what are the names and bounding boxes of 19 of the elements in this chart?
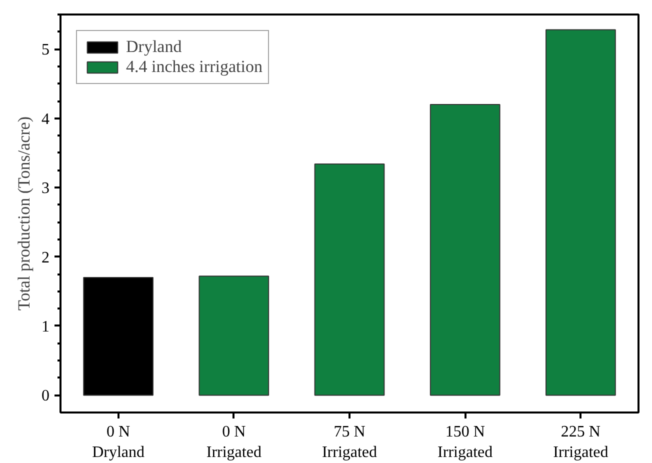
y-tick-label: 3 xyxy=(42,180,50,198)
y-tick-label: 5 xyxy=(42,42,50,59)
x-tick-label: 0 N Irrigated xyxy=(206,424,262,461)
y-axis-title: Total production (Tons/acre) xyxy=(14,116,34,310)
bar xyxy=(546,29,616,396)
y-tick-label: 2 xyxy=(42,249,50,266)
x-tick-label: 0 N Dryland xyxy=(92,424,145,461)
y-tick-label: 4 xyxy=(42,110,50,128)
y-tick-label: 1 xyxy=(42,318,50,336)
legend-label: Dryland xyxy=(126,37,182,57)
x-tick-label: 75 N Irrigated xyxy=(322,424,378,461)
bar xyxy=(198,276,270,396)
bar xyxy=(430,104,500,396)
bar xyxy=(83,277,154,396)
y-tick-label: 0 xyxy=(42,388,50,405)
legend-label: 4.4 inches irrigation xyxy=(126,57,262,77)
x-tick-label: 225 N Irrigated xyxy=(553,424,608,461)
bar xyxy=(314,164,385,396)
x-tick-label: 150 N Irrigated xyxy=(438,424,493,461)
